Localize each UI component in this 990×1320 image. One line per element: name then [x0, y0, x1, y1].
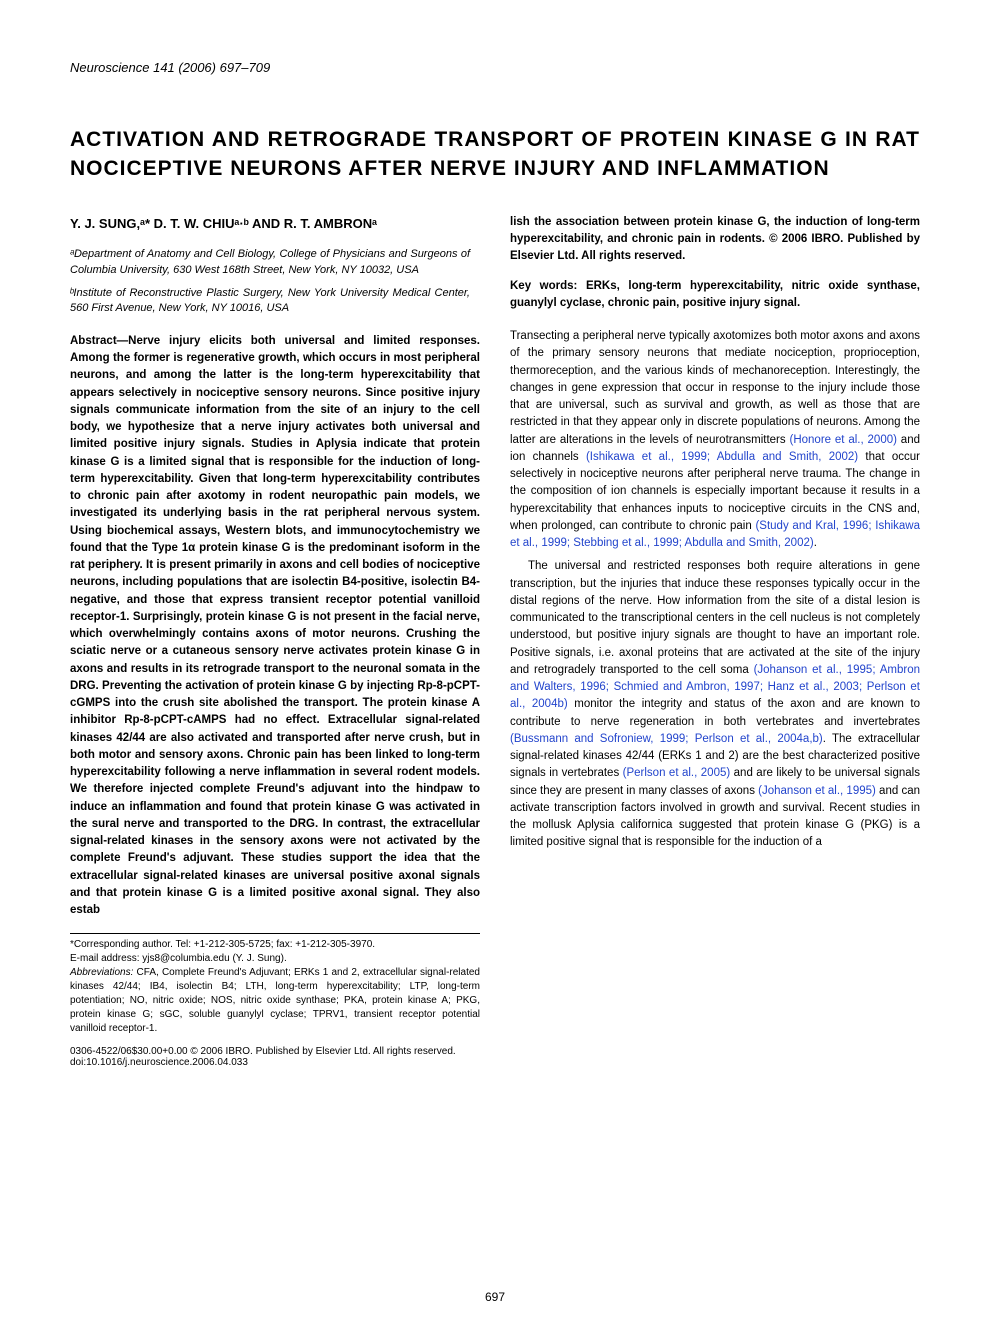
corresponding-author: *Corresponding author. Tel: +1-212-305-5… — [70, 938, 480, 952]
copyright-text: 0306-4522/06$30.00+0.00 © 2006 IBRO. Pub… — [70, 1046, 920, 1057]
ref-honore[interactable]: (Honore et al., 2000) — [790, 434, 897, 446]
abstract-continuation: lish the association between protein kin… — [510, 214, 920, 266]
abbreviations: Abbreviations: CFA, Complete Freund's Ad… — [70, 966, 480, 1036]
affiliation-b: ᵇInstitute of Reconstructive Plastic Sur… — [70, 286, 470, 317]
copyright: 0306-4522/06$30.00+0.00 © 2006 IBRO. Pub… — [70, 1046, 920, 1068]
keywords-label: Key words: — [510, 280, 586, 292]
abstract-text: Nerve injury elicits both universal and … — [70, 335, 480, 916]
ref-johanson2[interactable]: (Johanson et al., 1995) — [758, 785, 876, 797]
intro-para-2: The universal and restricted responses b… — [510, 558, 920, 851]
keywords: Key words: ERKs, long-term hyperexcitabi… — [510, 278, 920, 313]
email-line: E-mail address: yjs8@columbia.edu (Y. J.… — [70, 952, 480, 966]
p2a: The universal and restricted responses b… — [510, 560, 920, 676]
p1a: Transecting a peripheral nerve typically… — [510, 330, 920, 446]
ref-perlson[interactable]: (Perlson et al., 2005) — [623, 767, 731, 779]
two-column-area: Y. J. SUNG,ᵃ* D. T. W. CHIUᵃ·ᵇ AND R. T.… — [70, 214, 920, 1037]
intro-para-1: Transecting a peripheral nerve typically… — [510, 328, 920, 552]
p2b: monitor the integrity and status of the … — [510, 698, 920, 727]
abstract: Abstract—Nerve injury elicits both unive… — [70, 333, 480, 920]
abstract-label: Abstract— — [70, 335, 128, 347]
left-column: Y. J. SUNG,ᵃ* D. T. W. CHIUᵃ·ᵇ AND R. T.… — [70, 214, 480, 1037]
affiliation-a: ᵃDepartment of Anatomy and Cell Biology,… — [70, 247, 470, 278]
ref-ishikawa[interactable]: (Ishikawa et al., 1999; Abdulla and Smit… — [586, 451, 858, 463]
footnotes: *Corresponding author. Tel: +1-212-305-5… — [70, 933, 480, 1036]
doi: doi:10.1016/j.neuroscience.2006.04.033 — [70, 1057, 920, 1068]
ref-bussmann[interactable]: (Bussmann and Sofroniew, 1999; Perlson e… — [510, 733, 823, 745]
journal-header: Neuroscience 141 (2006) 697–709 — [70, 60, 920, 75]
article-title: ACTIVATION AND RETROGRADE TRANSPORT OF P… — [70, 125, 920, 184]
authors-line: Y. J. SUNG,ᵃ* D. T. W. CHIUᵃ·ᵇ AND R. T.… — [70, 214, 480, 234]
p1d: . — [814, 537, 817, 549]
abbrev-label: Abbreviations: — [70, 967, 133, 978]
right-column: lish the association between protein kin… — [510, 214, 920, 1037]
page-number: 697 — [485, 1290, 505, 1304]
